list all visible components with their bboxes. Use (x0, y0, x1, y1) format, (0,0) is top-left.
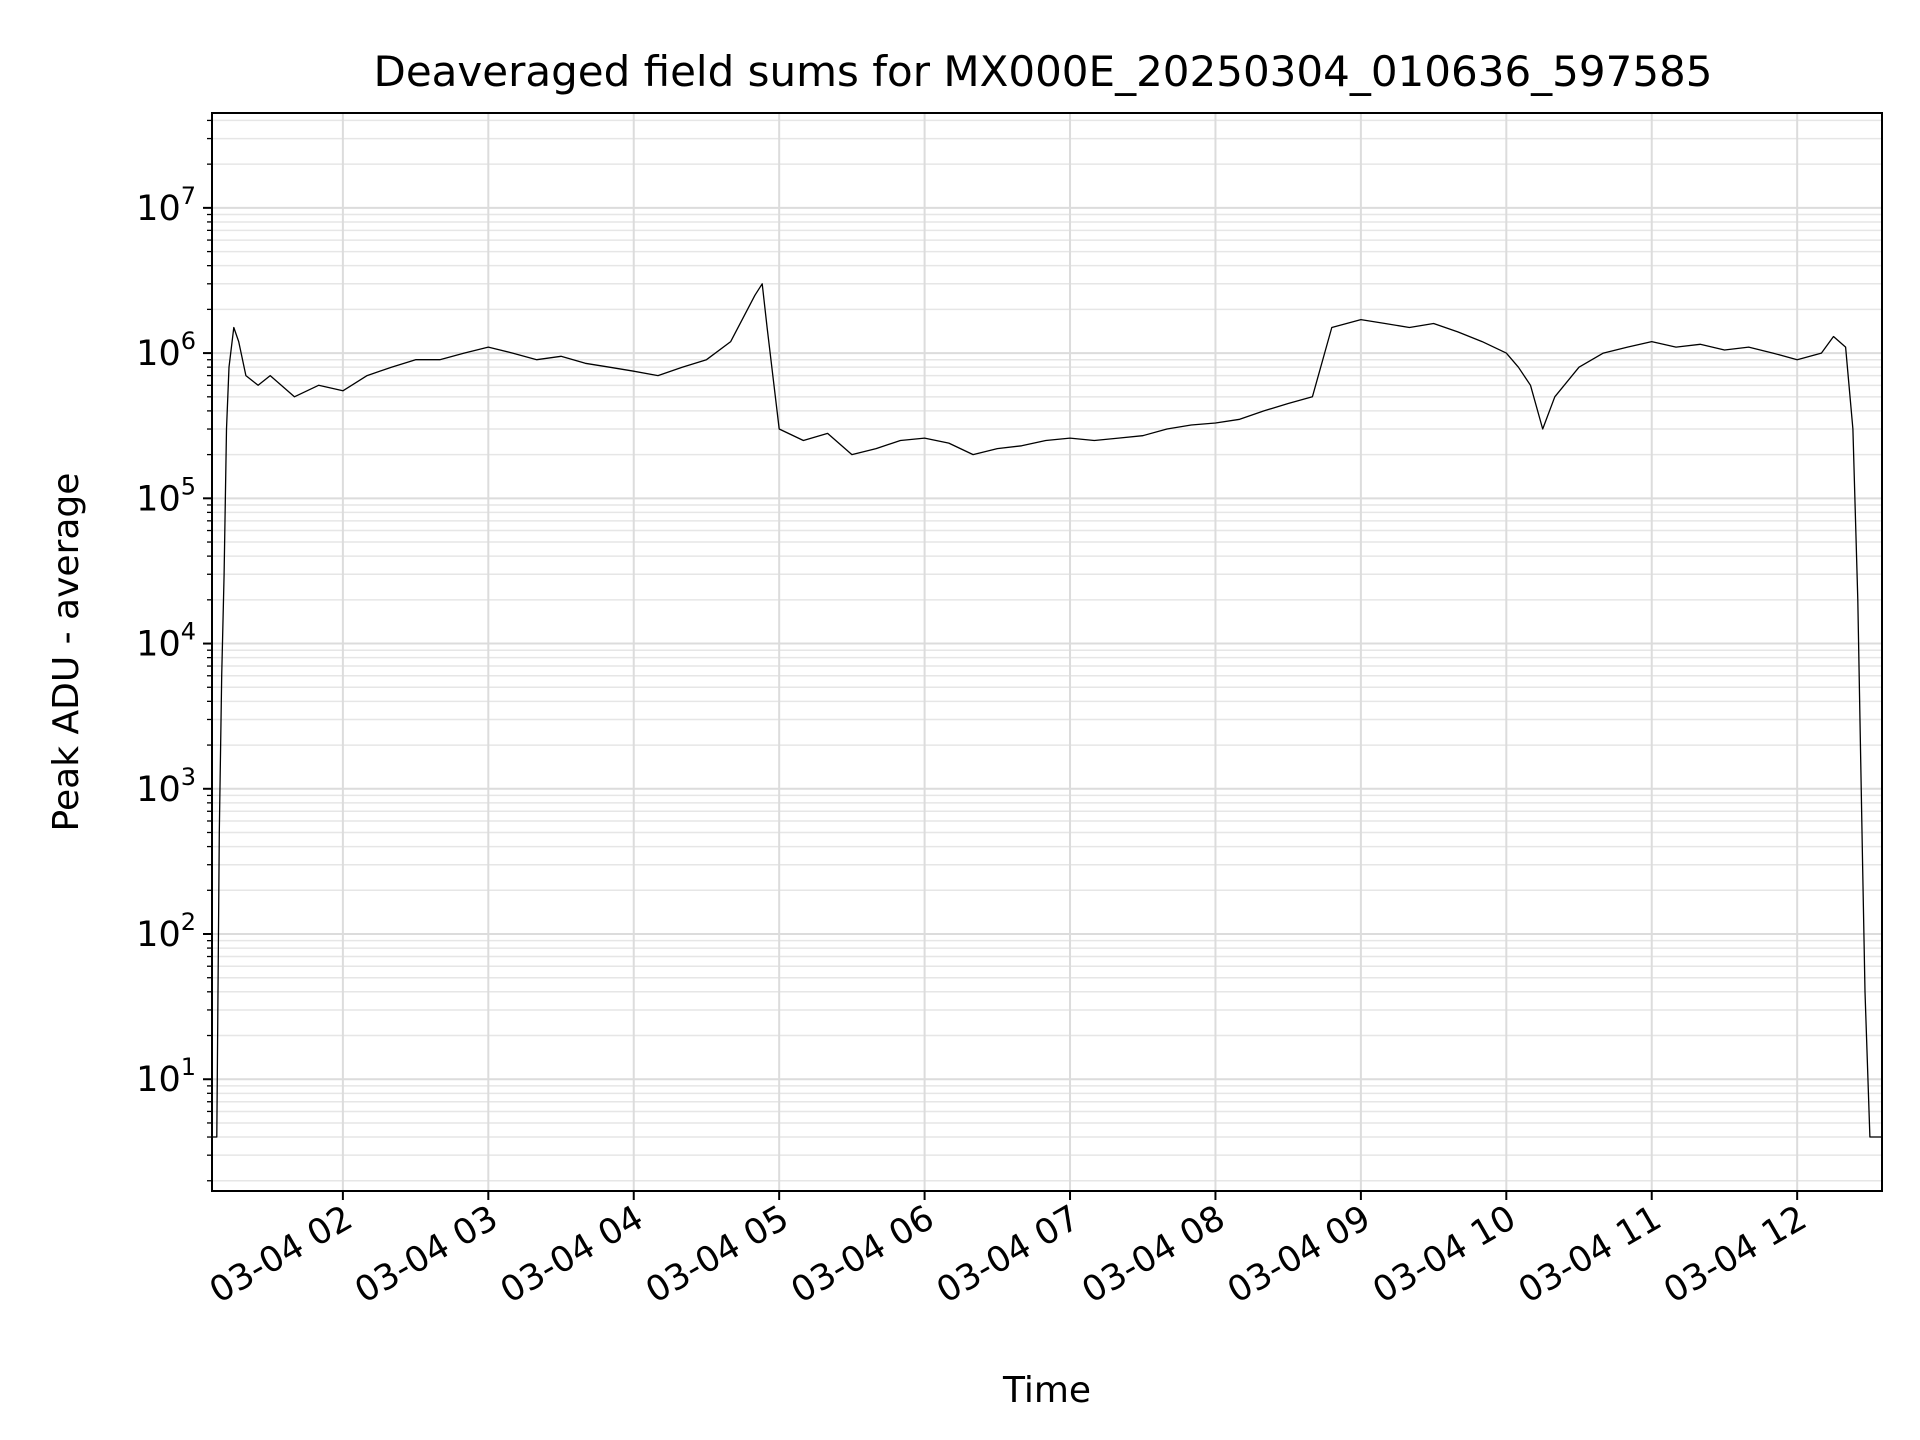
x-axis-label: Time (1002, 1370, 1091, 1411)
plot-frame (211, 112, 1883, 1192)
y-tick-label: 106 (136, 327, 196, 374)
y-tick-base: 10 (136, 334, 181, 374)
series-group (212, 283, 1882, 1138)
y-tick-base: 10 (136, 915, 181, 955)
y-tick-exponent: 4 (181, 618, 196, 646)
y-axis-label: Peak ADU - average (46, 473, 87, 832)
y-tick-label: 103 (136, 763, 196, 810)
y-tick-exponent: 1 (181, 1053, 196, 1081)
chart-title: Deaveraged field sums for MX000E_2025030… (374, 47, 1713, 96)
y-tick-exponent: 6 (181, 327, 196, 355)
y-tick-base: 10 (136, 1060, 181, 1100)
y-tick-label: 105 (136, 472, 196, 519)
y-tick-exponent: 7 (181, 182, 196, 210)
y-tick-base: 10 (136, 189, 181, 229)
y-tick-label: 102 (136, 908, 196, 955)
y-tick-exponent: 2 (181, 908, 196, 936)
y-tick-base: 10 (136, 479, 181, 519)
y-tick-label: 104 (136, 618, 196, 665)
y-tick-exponent: 5 (181, 472, 196, 500)
y-tick-label: 107 (136, 182, 196, 229)
y-tick-base: 10 (136, 625, 181, 665)
series-line (212, 283, 1882, 1138)
y-tick-label: 101 (136, 1053, 196, 1100)
grid (212, 113, 1882, 1191)
y-tick-exponent: 3 (181, 763, 196, 791)
y-tick-base: 10 (136, 770, 181, 810)
